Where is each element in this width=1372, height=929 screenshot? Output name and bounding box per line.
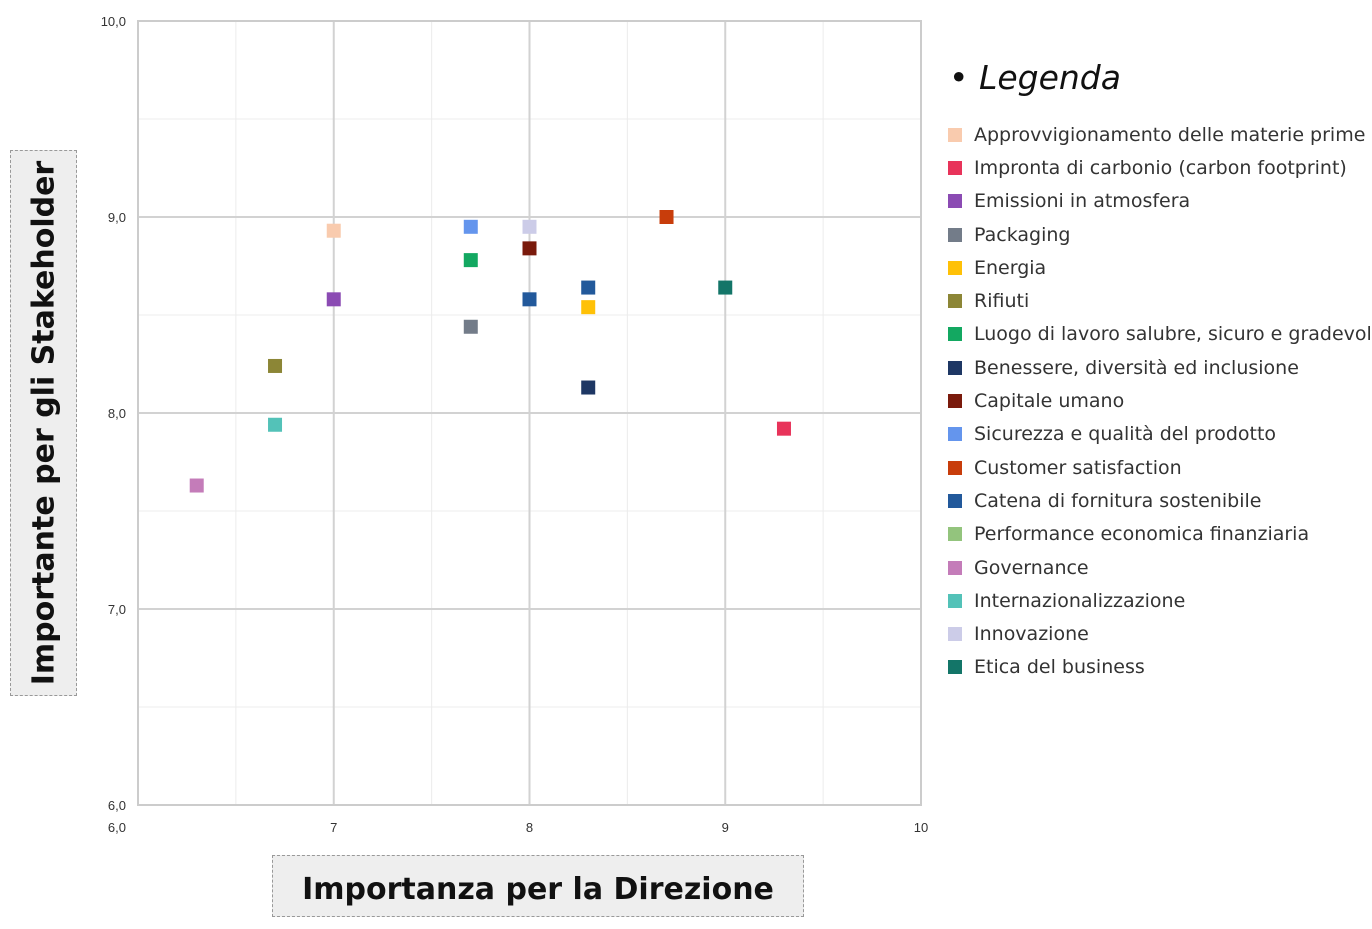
legend-item: Innovazione (945, 617, 1372, 650)
y-tick-label: 9,0 (108, 210, 126, 225)
legend-item: Governance (945, 551, 1372, 584)
data-point (581, 380, 596, 395)
legend-item: Emissioni in atmosfera (945, 185, 1372, 218)
legend: • Legenda Approvvigionamento delle mater… (945, 56, 1372, 684)
legend-label: Internazionalizzazione (974, 589, 1186, 612)
x-tick-label: 10 (914, 820, 928, 835)
legend-swatch (948, 627, 962, 642)
legend-item: Luogo di lavoro salubre, sicuro e gradev… (945, 318, 1372, 351)
y-axis-label: Importante per gli Stakeholder (26, 160, 61, 686)
data-point (718, 280, 733, 295)
data-point (522, 292, 537, 307)
legend-item: Customer satisfaction (945, 451, 1372, 484)
legend-swatch (948, 360, 962, 375)
legend-swatch (948, 560, 962, 575)
legend-swatch (948, 394, 962, 409)
legend-item: Etica del business (945, 651, 1372, 684)
legend-label: Sicurezza e qualità del prodotto (974, 423, 1277, 446)
plot-frame (137, 20, 922, 806)
legend-label: Luogo di lavoro salubre, sicuro e gradev… (974, 323, 1372, 346)
legend-swatch (948, 227, 962, 242)
data-point (659, 210, 674, 224)
x-tick-label: 7 (330, 820, 337, 835)
data-point (189, 478, 204, 493)
legend-swatch (948, 493, 962, 508)
legend-item: Capitale umano (945, 384, 1372, 417)
legend-swatch (948, 427, 962, 442)
legend-item: Internazionalizzazione (945, 584, 1372, 617)
legend-swatch (948, 194, 962, 209)
data-point (326, 292, 341, 307)
x-axis-label: Importanza per la Direzione (302, 872, 774, 907)
data-point (522, 219, 537, 234)
legend-label: Energia (974, 256, 1047, 279)
legend-swatch (948, 660, 962, 675)
y-tick-label: 10,0 (101, 14, 126, 29)
legend-swatch (948, 260, 962, 275)
y-axis-label-box: Importante per gli Stakeholder (10, 150, 77, 696)
legend-item: Energia (945, 251, 1372, 284)
legend-item: Rifiuti (945, 284, 1372, 317)
x-tick-label: 6,0 (108, 820, 126, 835)
data-point (463, 253, 478, 268)
data-point (463, 319, 478, 334)
data-point (463, 219, 478, 234)
legend-item: Performance economica finanziaria (945, 518, 1372, 551)
legend-swatch (948, 593, 962, 608)
data-point (326, 223, 341, 238)
legend-item: Impronta di carbonio (carbon footprint) (945, 151, 1372, 184)
legend-label: Catena di fornitura sostenibile (974, 489, 1262, 512)
x-tick-label: 8 (526, 820, 533, 835)
legend-swatch (948, 327, 962, 342)
legend-title: • Legenda (949, 58, 1121, 97)
data-points (189, 210, 791, 493)
x-tick-label: 9 (722, 820, 729, 835)
legend-swatch (948, 460, 962, 475)
legend-item: Benessere, diversità ed inclusione (945, 351, 1372, 384)
legend-label: Approvvigionamento delle materie prime (974, 123, 1366, 146)
plot-axes (137, 20, 922, 806)
legend-label: Emissioni in atmosfera (974, 190, 1191, 213)
legend-label: Customer satisfaction (974, 456, 1182, 479)
legend-item: Sicurezza e qualità del prodotto (945, 418, 1372, 451)
y-axis-ticks: 6,0 7,0 8,0 9,0 10,0 (101, 14, 126, 813)
data-point (776, 421, 791, 436)
y-tick-label: 6,0 (108, 798, 126, 813)
legend-swatch (948, 160, 962, 175)
legend-label: Capitale umano (974, 390, 1125, 413)
y-tick-label: 8,0 (108, 406, 126, 421)
data-point (581, 280, 596, 295)
data-point (268, 358, 283, 373)
legend-label: Governance (974, 556, 1089, 579)
legend-swatch (948, 527, 962, 542)
legend-item: Approvvigionamento delle materie prime (945, 118, 1372, 151)
data-point (268, 417, 283, 432)
x-axis-label-box: Importanza per la Direzione (272, 855, 804, 917)
major-gridlines (138, 21, 921, 805)
data-point (581, 300, 596, 315)
legend-label: Benessere, diversità ed inclusione (974, 356, 1299, 379)
legend-label: Impronta di carbonio (carbon footprint) (974, 156, 1347, 179)
legend-list: Approvvigionamento delle materie prime Im… (945, 118, 1372, 684)
data-point (522, 241, 537, 256)
legend-item: Catena di fornitura sostenibile (945, 484, 1372, 517)
legend-swatch (948, 127, 962, 142)
legend-label: Rifiuti (974, 290, 1030, 313)
legend-label: Innovazione (974, 623, 1089, 646)
y-tick-label: 7,0 (108, 602, 126, 617)
legend-label: Etica del business (974, 656, 1145, 679)
x-axis-ticks: 6,0 7 8 9 10 (108, 820, 928, 835)
legend-label: Packaging (974, 223, 1071, 246)
legend-item: Packaging (945, 218, 1372, 251)
legend-label: Performance economica finanziaria (974, 523, 1310, 546)
legend-swatch (948, 294, 962, 309)
